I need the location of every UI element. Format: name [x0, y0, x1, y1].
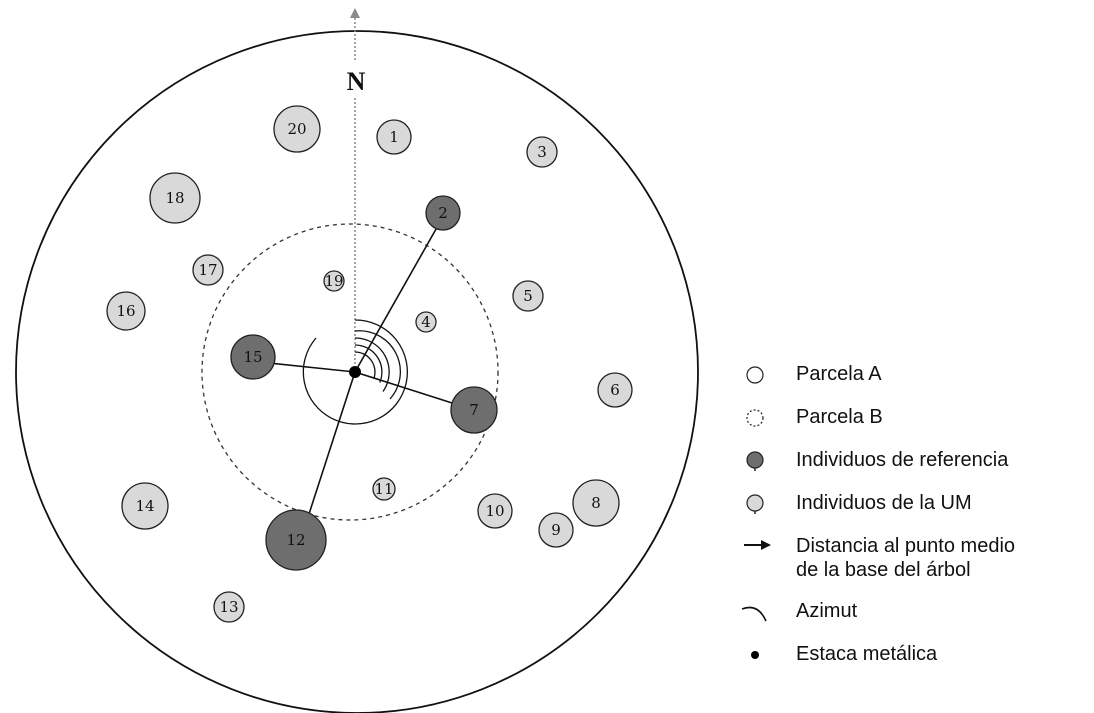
- um-tree-14: 14: [121, 482, 169, 530]
- tree-circle: [538, 512, 574, 548]
- um-tree-8: 8: [572, 479, 620, 527]
- tree-circle: [273, 105, 321, 153]
- um-tree-1: 1: [376, 119, 412, 155]
- tree-circle: [230, 334, 276, 380]
- tree-circle: [512, 280, 544, 312]
- reference-tree-2: 2: [425, 195, 461, 231]
- legend-item-estaca: Estaca metálica: [736, 642, 1088, 666]
- tree-number-label: 15: [243, 348, 262, 366]
- tree-number-label: 2: [438, 204, 448, 222]
- um-tree-19: 19: [323, 270, 345, 292]
- tree-number-label: 10: [485, 502, 504, 520]
- legend-label-um: Individuos de la UM: [796, 492, 972, 514]
- um-tree-9: 9: [538, 512, 574, 548]
- tree-number-label: 5: [523, 287, 533, 305]
- legend-item-distancia: Distancia al punto medio de la base del …: [736, 534, 1088, 582]
- reference-tree-12: 12: [265, 509, 327, 571]
- um-tree-4: 4: [415, 311, 437, 333]
- tree-number-label: 4: [421, 313, 431, 331]
- tree-circle: [450, 386, 498, 434]
- reference-tree-icon: [746, 451, 764, 471]
- legend-item-ref: Individuos de referencia: [736, 448, 1088, 472]
- tree-circle: [572, 479, 620, 527]
- um-tree-5: 5: [512, 280, 544, 312]
- tree-circle: [121, 482, 169, 530]
- tree-circle: [106, 291, 146, 331]
- um-tree-17: 17: [192, 254, 224, 286]
- um-tree-10: 10: [477, 493, 513, 529]
- um-tree-3: 3: [526, 136, 558, 168]
- tree-number-label: 1: [389, 128, 399, 146]
- tree-number-label: 12: [286, 531, 305, 549]
- north-label: N: [347, 67, 366, 96]
- legend: Parcela A Parcela B Individuos de refere…: [736, 362, 1088, 685]
- tree-number-label: 8: [591, 494, 601, 512]
- tree-circle: [425, 195, 461, 231]
- distance-arrow-icon: [744, 540, 771, 550]
- tree-circle: [323, 270, 345, 292]
- tree-circle: [149, 172, 201, 224]
- um-tree-16: 16: [106, 291, 146, 331]
- um-tree-11: 11: [372, 477, 396, 501]
- tree-number-label: 14: [135, 497, 154, 515]
- tree-number-label: 19: [324, 272, 343, 290]
- parcela-a-circle: [15, 30, 699, 713]
- legend-item-parcela-a: Parcela A: [736, 362, 1088, 386]
- tree-number-label: 6: [610, 381, 620, 399]
- azimut-arc-icon: [741, 606, 767, 622]
- tree-circle: [477, 493, 513, 529]
- legend-label-distancia-1: Distancia al punto medio: [796, 535, 1016, 557]
- tree-number-label: 9: [551, 521, 561, 539]
- legend-label-ref: Individuos de referencia: [796, 449, 1009, 471]
- legend-item-azimut: Azimut: [736, 599, 1088, 623]
- parcela-b-circle: [201, 223, 499, 521]
- legend-item-um: Individuos de la UM: [736, 491, 1088, 515]
- tree-number-label: 20: [287, 120, 306, 138]
- parcela-a-icon: [746, 366, 764, 384]
- tree-circle: [526, 136, 558, 168]
- tree-circle: [372, 477, 396, 501]
- tree-circle: [597, 372, 633, 408]
- tree-circle: [213, 591, 245, 623]
- legend-label-parcela-b: Parcela B: [796, 406, 883, 428]
- reference-tree-7: 7: [450, 386, 498, 434]
- azimut-arcs: [302, 319, 408, 425]
- um-tree-18: 18: [149, 172, 201, 224]
- legend-item-parcela-b: Parcela B: [736, 405, 1088, 429]
- tree-number-label: 16: [116, 302, 135, 320]
- legend-label-estaca: Estaca metálica: [796, 643, 938, 665]
- legend-label-azimut: Azimut: [796, 600, 858, 622]
- um-tree-20: 20: [273, 105, 321, 153]
- tree-circle: [265, 509, 327, 571]
- tree-number-label: 7: [469, 401, 479, 419]
- estaca-metalica: [349, 366, 361, 378]
- um-tree-6: 6: [597, 372, 633, 408]
- reference-tree-15: 15: [230, 334, 276, 380]
- tree-number-label: 11: [374, 480, 393, 498]
- um-tree-icon: [746, 494, 764, 514]
- tree-circle: [415, 311, 437, 333]
- legend-label-distancia-2: de la base del árbol: [796, 559, 971, 581]
- tree-number-label: 17: [198, 261, 217, 279]
- distance-arrows: [248, 213, 476, 553]
- tree-number-label: 3: [537, 143, 547, 161]
- tree-circle: [192, 254, 224, 286]
- tree-circle: [376, 119, 412, 155]
- estaca-dot-icon: [751, 651, 759, 659]
- um-tree-13: 13: [213, 591, 245, 623]
- legend-label-parcela-a: Parcela A: [796, 363, 882, 385]
- parcela-b-icon: [746, 409, 764, 427]
- tree-number-label: 13: [219, 598, 238, 616]
- tree-number-label: 18: [165, 189, 184, 207]
